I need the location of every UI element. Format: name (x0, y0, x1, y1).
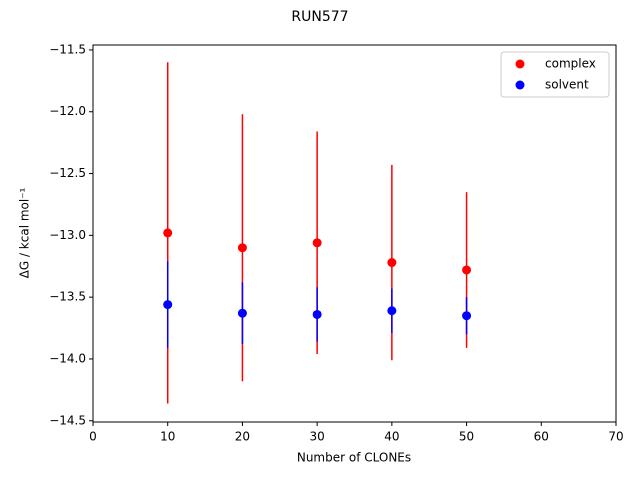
x-tick-label: 70 (608, 430, 623, 444)
y-tick-label: −13.5 (49, 290, 86, 304)
point (163, 300, 173, 310)
legend-marker (515, 80, 525, 90)
y-tick-label: −12.0 (49, 104, 86, 118)
y-tick-label: −11.5 (49, 42, 86, 56)
x-tick-label: 20 (235, 430, 250, 444)
x-axis-label: Number of CLONEs (297, 451, 411, 465)
y-tick-label: −12.5 (49, 166, 86, 180)
y-tick-label: −14.0 (49, 351, 86, 365)
y-tick-label: −14.5 (49, 413, 86, 427)
y-tick-label: −13.0 (49, 228, 86, 242)
point (462, 311, 472, 321)
point (237, 243, 247, 253)
legend-marker (515, 59, 525, 69)
y-axis-label: ΔG / kcal mol⁻¹ (18, 187, 32, 278)
axes-frame (92, 44, 617, 423)
chart-title: RUN577 (291, 9, 348, 25)
legend-label: complex (545, 57, 596, 71)
point (237, 308, 247, 318)
point (312, 238, 322, 248)
point (163, 228, 173, 238)
legend-label: solvent (545, 78, 589, 92)
x-tick-label: 60 (534, 430, 549, 444)
x-tick-label: 0 (89, 430, 97, 444)
point (387, 258, 397, 268)
x-tick-label: 10 (160, 430, 175, 444)
point (462, 265, 472, 275)
x-tick-label: 30 (310, 430, 325, 444)
x-tick-label: 50 (459, 430, 474, 444)
point (312, 309, 322, 319)
x-tick-label: 40 (384, 430, 399, 444)
point (387, 306, 397, 316)
legend-box (500, 51, 610, 98)
